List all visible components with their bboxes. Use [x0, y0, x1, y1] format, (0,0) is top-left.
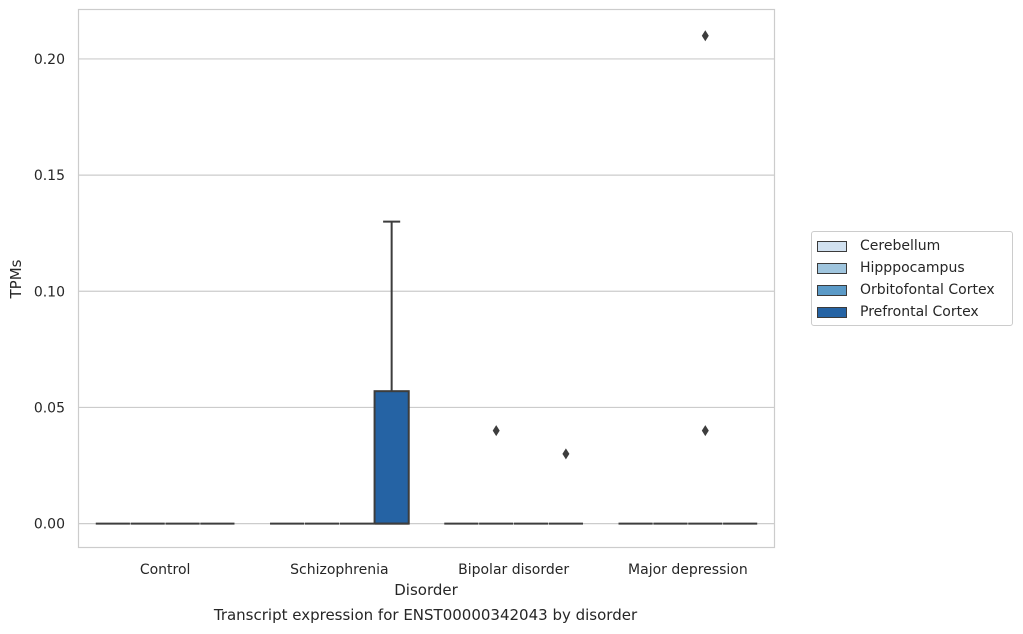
legend-swatch: [817, 262, 847, 274]
y-axis-ticks: 0.00 0.05 0.10 0.15 0.20: [34, 52, 65, 533]
legend-label: Orbitofontal Cortex: [860, 282, 995, 298]
legend-item-cerebellum: Cerebellum: [817, 236, 940, 256]
legend-item-hippocampus: Hipppocampus: [817, 258, 965, 278]
x-tick-label: Control: [140, 562, 191, 578]
chart-caption: Transcript expression for ENST0000034204…: [213, 606, 638, 624]
outlier-point: [492, 425, 500, 437]
legend-swatch: [817, 306, 847, 318]
x-tick-label: Schizophrenia: [290, 562, 388, 578]
outlier-point: [701, 30, 709, 42]
box-2-3: [548, 448, 583, 525]
boxes: [95, 30, 758, 525]
y-tick-label: 0.20: [34, 52, 65, 68]
box-3-2: [688, 30, 723, 525]
gridlines: [78, 58, 775, 525]
box-2-1: [479, 425, 514, 525]
legend-label: Hipppocampus: [860, 260, 965, 276]
y-tick-label: 0.10: [34, 284, 65, 300]
outlier-point: [701, 425, 709, 437]
x-axis-label: Disorder: [394, 581, 458, 599]
x-tick-label: Major depression: [628, 562, 748, 578]
legend-swatch: [817, 240, 847, 252]
plot-frame: [77, 8, 776, 549]
box-1-3: [373, 220, 410, 525]
legend-swatch: [817, 284, 847, 296]
x-tick-label: Bipolar disorder: [458, 562, 569, 578]
outlier-point: [562, 448, 570, 460]
legend-item-orbitofrontal-cortex: Orbitofontal Cortex: [817, 280, 995, 300]
x-axis-ticks: Control Schizophrenia Bipolar disorder Majo…: [140, 562, 748, 578]
y-tick-label: 0.00: [34, 517, 65, 533]
legend-item-prefrontal-cortex: Prefrontal Cortex: [817, 302, 979, 322]
y-tick-label: 0.05: [34, 400, 65, 416]
legend: Cerebellum Hipppocampus Orbitofontal Cor…: [811, 231, 1013, 326]
legend-label: Cerebellum: [860, 238, 941, 254]
box-body: [373, 390, 410, 525]
y-axis-label: TPMs: [7, 259, 25, 299]
y-tick-label: 0.15: [34, 168, 65, 184]
legend-label: Prefrontal Cortex: [860, 304, 979, 320]
